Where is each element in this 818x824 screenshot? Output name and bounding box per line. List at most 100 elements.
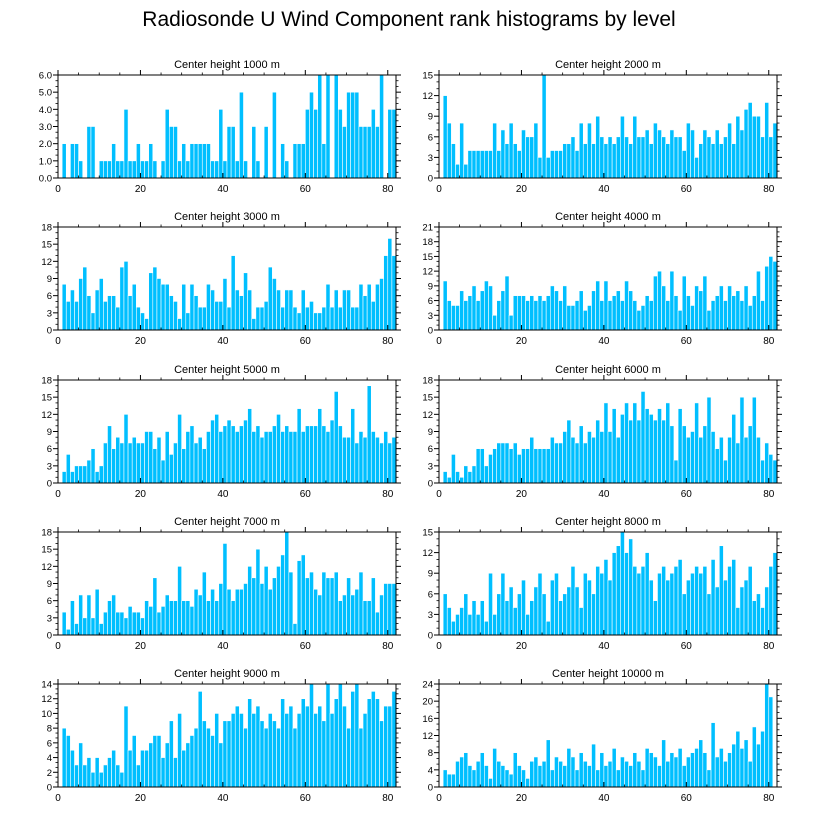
histogram-bar [325, 577, 331, 636]
histogram-bar [173, 126, 178, 179]
histogram-bar [329, 713, 335, 788]
histogram-bar [479, 600, 485, 636]
histogram-bar [292, 306, 298, 331]
histogram-bar [140, 749, 145, 788]
histogram-bar [772, 459, 778, 484]
histogram-bar [718, 748, 724, 788]
histogram-bar [317, 74, 323, 179]
histogram-bar [661, 739, 667, 788]
histogram-bar [251, 713, 257, 788]
histogram-bar [65, 735, 71, 788]
histogram-bar [772, 122, 778, 179]
histogram-bar [607, 136, 613, 179]
histogram-bar [354, 91, 360, 179]
histogram-bar [628, 290, 634, 331]
histogram-bar [354, 306, 360, 331]
histogram-bar [508, 586, 514, 636]
histogram-bar [525, 614, 530, 636]
histogram-bar [94, 757, 100, 788]
histogram-bar [98, 623, 104, 636]
histogram-bar [739, 129, 745, 179]
histogram-bar [197, 594, 203, 636]
histogram-bar [492, 748, 498, 788]
histogram-bar [525, 300, 530, 331]
histogram-bar [591, 143, 596, 179]
histogram-bar [525, 448, 530, 484]
histogram-bar [566, 419, 572, 484]
histogram-bar [189, 735, 195, 788]
histogram-bar [239, 588, 244, 636]
histogram-bar [70, 749, 75, 788]
x-tick-label: 0 [436, 793, 442, 804]
histogram-bar [624, 402, 629, 484]
histogram-bar [218, 431, 224, 484]
histogram-bar [545, 739, 551, 788]
y-tick-label: 3 [47, 308, 52, 319]
histogram-bar [521, 295, 526, 331]
histogram-bar [640, 391, 646, 484]
histogram-bar [768, 566, 774, 636]
panel-title: Center height 5000 m [174, 364, 280, 376]
histogram-bar [694, 157, 699, 179]
histogram-bar [127, 606, 133, 636]
histogram-bar [78, 160, 84, 179]
histogram-bar [387, 238, 393, 331]
histogram-bar [615, 290, 621, 331]
y-tick-label: 5.0 [39, 88, 52, 99]
histogram-bar [574, 586, 580, 636]
histogram-bar [517, 150, 522, 179]
histogram-bar [537, 157, 543, 179]
y-tick-label: 3 [47, 461, 52, 472]
histogram-panel: Center height 1000 m 0 20 40 60 80 0.0 1.0 2.0 3.… [39, 59, 401, 195]
histogram-panel: Center height 3000 m 0 20 40 60 80 0 3 6 9 12 15 18 [41, 211, 401, 347]
histogram-bar [255, 705, 261, 788]
histogram-bar [144, 749, 149, 788]
histogram-bar [243, 160, 248, 179]
histogram-bar [681, 765, 687, 788]
histogram-bar [379, 278, 384, 331]
histogram-bar [218, 583, 224, 636]
histogram-bar [173, 301, 178, 331]
histogram-bar [152, 266, 158, 331]
x-tick-label: 60 [681, 184, 693, 195]
histogram-bar [764, 442, 770, 484]
histogram-bar [65, 301, 71, 331]
histogram-bar [193, 143, 199, 179]
histogram-bar [354, 588, 360, 636]
y-tick-label: 12 [41, 257, 52, 268]
histogram-bar [115, 611, 121, 636]
histogram-bar [115, 764, 121, 788]
histogram-bar [156, 611, 162, 636]
histogram-bar [391, 691, 397, 788]
histogram-bar [259, 720, 265, 788]
y-tick-label: 0 [428, 326, 433, 337]
panel-title: Center height 2000 m [555, 59, 661, 71]
histogram-bar [533, 756, 539, 788]
histogram-bar [574, 300, 580, 331]
histogram-bar [317, 594, 323, 636]
histogram-bar [677, 136, 683, 179]
histogram-bar [123, 617, 129, 636]
histogram-bar [541, 593, 547, 636]
x-tick-label: 40 [598, 641, 610, 652]
histogram-bar [640, 136, 646, 179]
histogram-bar [86, 126, 92, 179]
histogram-bar [280, 143, 286, 179]
histogram-bar [107, 295, 112, 331]
histogram-bar [451, 454, 456, 484]
histogram-bar [525, 778, 530, 788]
histogram-bar [533, 300, 539, 331]
histogram-bar [82, 617, 88, 636]
histogram-bar [276, 414, 281, 484]
histogram-bar [280, 554, 286, 636]
histogram-bar [375, 126, 380, 179]
histogram-bar [156, 735, 162, 788]
histogram-bar [346, 727, 351, 788]
y-tick-label: 3 [428, 311, 433, 322]
histogram-bar [718, 545, 724, 636]
y-tick-label: 3 [428, 610, 433, 621]
histogram-bar [735, 442, 741, 484]
histogram-bar [686, 122, 691, 179]
histogram-bar [442, 95, 448, 179]
histogram-bar [160, 459, 166, 484]
